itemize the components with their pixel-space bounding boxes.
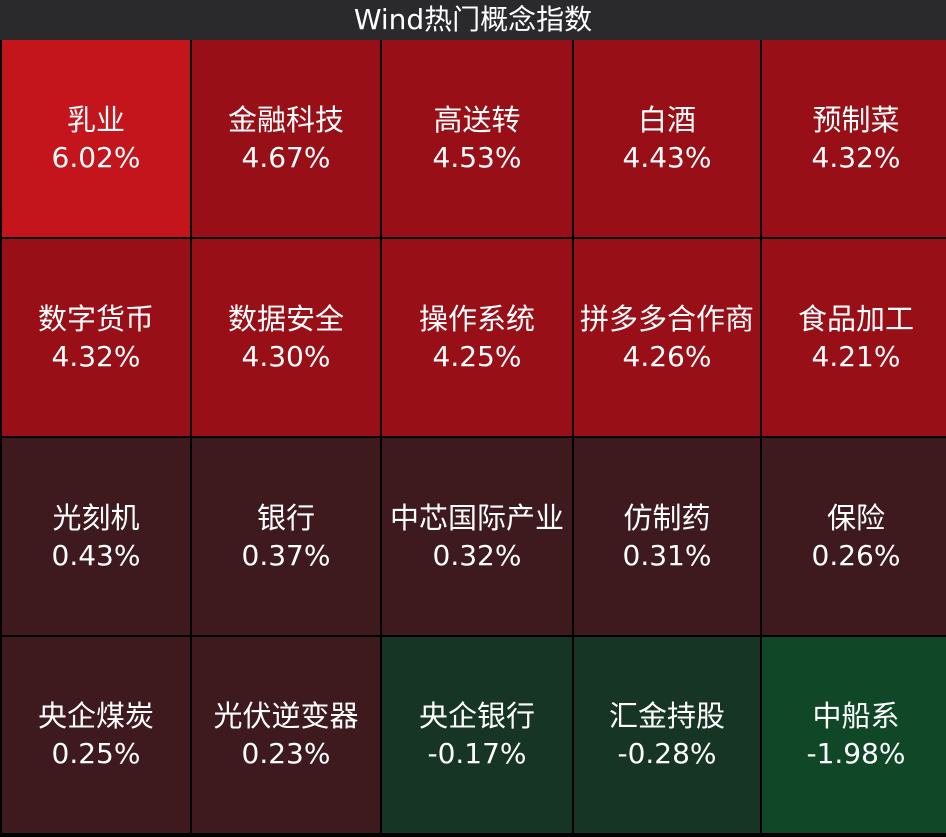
tile-data-security[interactable]: 数据安全 4.30%	[192, 239, 380, 436]
tile-name: 保险	[826, 500, 885, 535]
tile-change: 0.23%	[241, 737, 331, 770]
tile-change: -0.28%	[617, 737, 717, 770]
tile-name: 操作系统	[418, 301, 535, 336]
tile-name: 预制菜	[812, 102, 900, 137]
tile-name: 高送转	[433, 102, 521, 137]
tile-name: 乳业	[66, 102, 125, 137]
tile-name: 央企煤炭	[37, 699, 154, 733]
tile-change: 4.21%	[811, 339, 901, 373]
tile-change: 0.26%	[811, 538, 901, 572]
tile-name: 汇金持股	[608, 699, 725, 733]
tile-central-huijin[interactable]: 汇金持股 -0.28%	[574, 637, 760, 833]
tile-name: 中船系	[812, 699, 900, 733]
tile-name: 数字货币	[37, 301, 154, 336]
tile-change: -1.98%	[806, 737, 906, 770]
tile-pinduoduo-partners[interactable]: 拼多多合作商 4.26%	[574, 239, 760, 436]
tile-change: -0.17%	[427, 737, 527, 770]
tile-name: 拼多多合作商	[579, 301, 754, 336]
tile-change: 4.43%	[622, 140, 712, 174]
tile-change: 4.32%	[51, 339, 141, 373]
tile-name: 仿制药	[623, 500, 711, 535]
tile-change: 4.32%	[811, 140, 901, 174]
tile-change: 6.02%	[51, 140, 141, 174]
tile-name: 食品加工	[797, 301, 914, 336]
tile-change: 4.26%	[622, 339, 712, 373]
tile-lithography[interactable]: 光刻机 0.43%	[2, 438, 190, 635]
tile-high-dividend[interactable]: 高送转 4.53%	[382, 40, 572, 237]
tile-food-processing[interactable]: 食品加工 4.21%	[762, 239, 946, 436]
tile-digital-currency[interactable]: 数字货币 4.32%	[2, 239, 190, 436]
tile-soe-coal[interactable]: 央企煤炭 0.25%	[2, 637, 190, 833]
tile-name: 光刻机	[52, 500, 140, 535]
tile-change: 0.25%	[51, 737, 141, 770]
tile-insurance[interactable]: 保险 0.26%	[762, 438, 946, 635]
tile-change: 4.53%	[432, 140, 522, 174]
tile-change: 4.67%	[241, 140, 331, 174]
tile-generic-drugs[interactable]: 仿制药 0.31%	[574, 438, 760, 635]
tile-cssc-group[interactable]: 中船系 -1.98%	[762, 637, 946, 833]
tile-name: 银行	[256, 500, 315, 535]
tile-name: 数据安全	[227, 301, 344, 336]
panel-title: Wind热门概念指数	[0, 0, 946, 40]
tile-name: 光伏逆变器	[213, 699, 359, 733]
tile-change: 0.37%	[241, 538, 331, 572]
tile-change: 4.25%	[432, 339, 522, 373]
tile-smic-industry[interactable]: 中芯国际产业 0.32%	[382, 438, 572, 635]
tile-name: 金融科技	[227, 102, 344, 137]
tile-change: 4.30%	[241, 339, 331, 373]
tile-banks[interactable]: 银行 0.37%	[192, 438, 380, 635]
tile-name: 中芯国际产业	[389, 500, 564, 535]
tile-dairy[interactable]: 乳业 6.02%	[2, 40, 190, 237]
tile-baijiu[interactable]: 白酒 4.43%	[574, 40, 760, 237]
tile-name: 央企银行	[418, 699, 535, 733]
tile-operating-system[interactable]: 操作系统 4.25%	[382, 239, 572, 436]
tile-pv-inverter[interactable]: 光伏逆变器 0.23%	[192, 637, 380, 833]
tile-change: 0.31%	[622, 538, 712, 572]
tile-soe-banks[interactable]: 央企银行 -0.17%	[382, 637, 572, 833]
tile-name: 白酒	[637, 102, 696, 137]
tile-change: 0.43%	[51, 538, 141, 572]
tile-prepared-food[interactable]: 预制菜 4.32%	[762, 40, 946, 237]
tile-change: 0.32%	[432, 538, 522, 572]
tile-fintech[interactable]: 金融科技 4.67%	[192, 40, 380, 237]
concept-heatmap-grid: 乳业 6.02% 金融科技 4.67% 高送转 4.53% 白酒 4.43% 预…	[2, 40, 946, 837]
